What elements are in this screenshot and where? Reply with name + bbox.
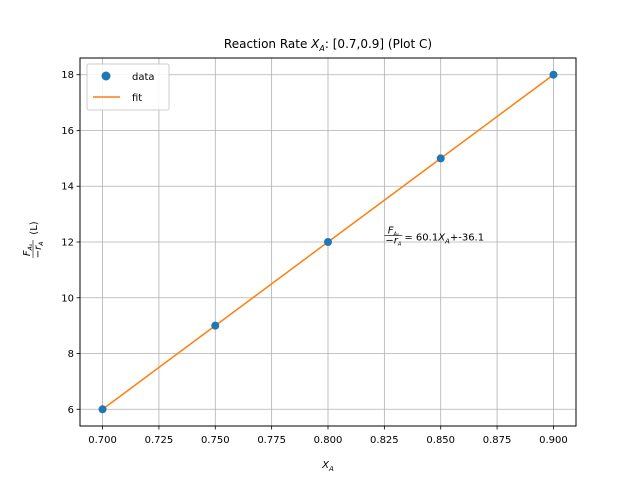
x-tick-label: 0.850 [426, 435, 455, 446]
y-tick-label: 6 [68, 405, 74, 416]
legend-data-marker [101, 71, 111, 81]
legend-data-label: data [132, 72, 155, 83]
grid [80, 58, 576, 426]
legend-box [86, 63, 170, 111]
x-tick-label: 0.775 [257, 435, 286, 446]
x-tick-label: 0.700 [88, 435, 117, 446]
y-axis-label: FA₀ −rA (L) [22, 221, 45, 258]
x-axis-label: XA [321, 460, 334, 473]
y-axis-ticks: 6 8 10 12 14 16 18 [61, 70, 80, 416]
x-tick-label: 0.750 [201, 435, 230, 446]
series-layer [98, 70, 558, 414]
legend: data fit [86, 63, 170, 111]
y-tick-label: 8 [68, 349, 74, 360]
x-tick-label: 0.800 [314, 435, 343, 446]
data-point [324, 238, 332, 246]
fit-equation-annotation: FA₀ −rA = 60.1XA+-36.1 [384, 225, 484, 247]
y-label-numerator: FA₀ [22, 243, 34, 256]
y-tick-label: 12 [61, 238, 74, 249]
y-tick-label: 14 [61, 182, 74, 193]
data-point [211, 321, 220, 330]
y-label-denominator: −rA [33, 242, 45, 259]
annotation-equation: = 60.1XA+-36.1 [404, 232, 484, 245]
data-point [549, 70, 558, 79]
y-tick-label: 16 [61, 126, 74, 137]
data-point [98, 405, 107, 414]
x-tick-label: 0.875 [483, 435, 512, 446]
y-label-unit: (L) [29, 221, 40, 234]
data-point [436, 154, 445, 163]
y-tick-label: 18 [61, 70, 74, 81]
x-axis-ticks: 0.700 0.725 0.750 0.775 0.800 0.825 0.850 0.875… [88, 426, 568, 446]
legend-fit-label: fit [132, 93, 142, 104]
x-tick-label: 0.825 [370, 435, 399, 446]
annotation-numerator: FA₀ [388, 225, 399, 237]
axes-frame [79, 57, 577, 427]
y-tick-label: 10 [61, 293, 74, 304]
chart-title: Reaction Rate XA: [0.7,0.9] (Plot C) [224, 37, 432, 53]
annotation-denominator: −rA [385, 235, 402, 247]
x-tick-label: 0.725 [145, 435, 174, 446]
x-tick-label: 0.900 [539, 435, 568, 446]
